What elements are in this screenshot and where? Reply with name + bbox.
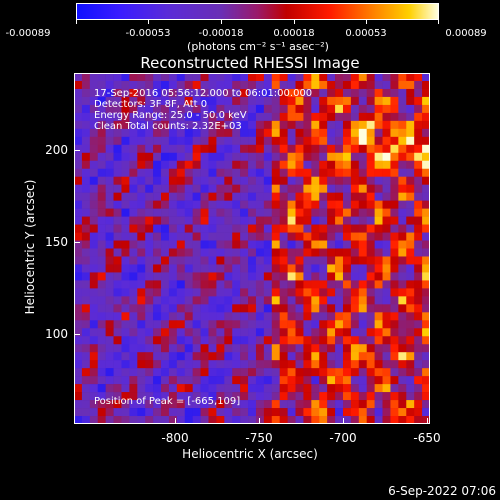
- y-tick-label: 200: [45, 143, 68, 157]
- y-tick-mark: [74, 334, 80, 335]
- y-tick-mark: [74, 150, 80, 151]
- x-tick-label: -750: [245, 431, 273, 445]
- x-tick-mark: [343, 418, 344, 424]
- clean-counts-annotation: Clean Total counts: 2.32E+03: [94, 121, 242, 132]
- colorbar-tick-label: 0.00053: [345, 28, 387, 39]
- colorbar-tick-mark: [76, 20, 77, 24]
- peak-position-annotation: Position of Peak = [-665,109]: [94, 396, 241, 407]
- colorbar-tick-mark: [221, 20, 222, 24]
- x-axis-label: Heliocentric X (arcsec): [182, 447, 318, 461]
- detectors-annotation: Detectors: 3F 8F, Att 0: [94, 99, 208, 110]
- y-tick-mark: [74, 242, 80, 243]
- colorbar: [76, 3, 439, 20]
- colorbar-tick-label: 0.00018: [273, 28, 315, 39]
- colorbar-tick-mark: [294, 20, 295, 24]
- x-tick-label: -800: [161, 431, 189, 445]
- colorbar-tick-mark: [148, 20, 149, 24]
- rhessi-image-plot: 17-Sep-2016 05:56:12.000 to 06:01:00.000…: [74, 73, 430, 424]
- energy-range-annotation: Energy Range: 25.0 - 50.0 keV: [94, 110, 247, 121]
- x-tick-mark: [259, 418, 260, 424]
- image-pixel-grid: [74, 73, 430, 424]
- colorbar-units-label: (photons cm⁻² s⁻¹ asec⁻²): [187, 40, 329, 53]
- x-tick-mark: [175, 418, 176, 424]
- image-title: Reconstructed RHESSI Image: [140, 54, 360, 72]
- colorbar-tick-label: -0.00053: [125, 28, 171, 39]
- x-tick-label: -650: [413, 431, 441, 445]
- plot-frame: [74, 73, 430, 424]
- colorbar-tick-label: -0.00089: [5, 28, 51, 39]
- colorbar-tick-label: 0.00089: [445, 28, 487, 39]
- generation-timestamp: 6-Sep-2022 07:06: [388, 484, 496, 498]
- x-tick-mark: [427, 418, 428, 424]
- x-tick-label: -700: [329, 431, 357, 445]
- y-tick-label: 150: [45, 235, 68, 249]
- colorbar-tick-label: -0.00018: [198, 28, 244, 39]
- time-range-annotation: 17-Sep-2016 05:56:12.000 to 06:01:00.000: [94, 88, 313, 99]
- y-tick-label: 100: [45, 327, 68, 341]
- y-axis-label: Heliocentric Y (arcsec): [23, 179, 37, 315]
- colorbar-tick-mark: [438, 20, 439, 24]
- colorbar-tick-mark: [366, 20, 367, 24]
